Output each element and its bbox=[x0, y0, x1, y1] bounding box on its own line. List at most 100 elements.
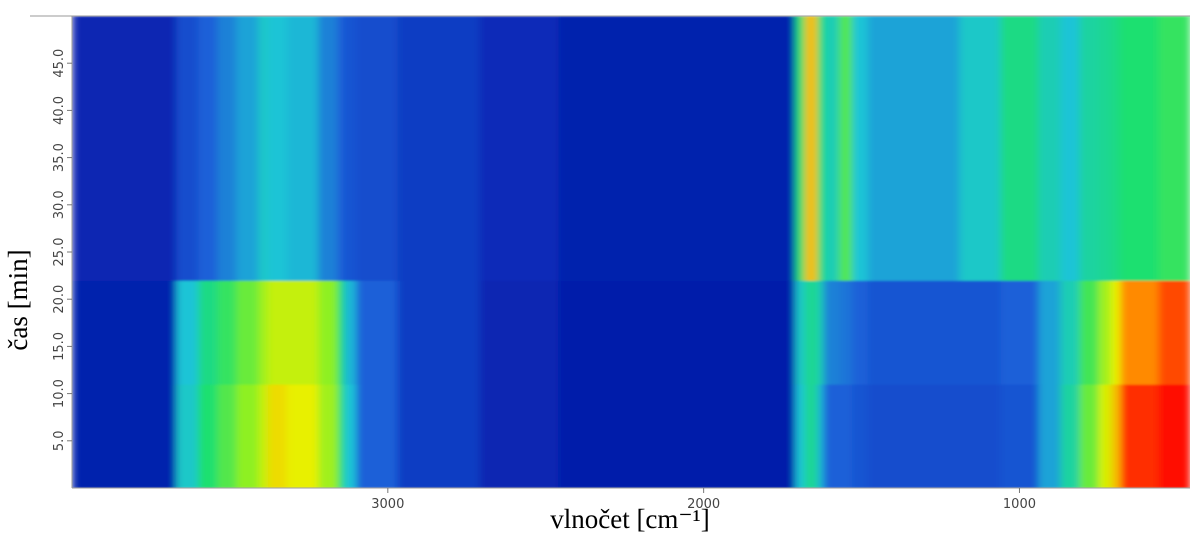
heatmap-cell bbox=[1111, 280, 1121, 384]
heatmap-cell bbox=[337, 16, 344, 281]
y-tick-label: 15.0 bbox=[52, 332, 67, 361]
heatmap-cell bbox=[397, 384, 480, 488]
heatmap-cell bbox=[1001, 280, 1039, 384]
heatmap-cell bbox=[795, 384, 805, 488]
heatmap-cell bbox=[479, 280, 558, 384]
heatmap-cell bbox=[1121, 280, 1159, 384]
heatmap-cell bbox=[1061, 384, 1080, 488]
heatmap-cell bbox=[198, 16, 217, 281]
heatmap-cell bbox=[344, 384, 357, 488]
heatmap-cell bbox=[479, 16, 558, 281]
heatmap-cell bbox=[1079, 384, 1098, 488]
heatmap-cell bbox=[868, 280, 960, 384]
heatmap-cell bbox=[236, 16, 259, 281]
x-tick-label: 3000 bbox=[371, 497, 404, 512]
heatmap-cell bbox=[217, 384, 236, 488]
heatmap-cell bbox=[1038, 384, 1061, 488]
heatmap-cell bbox=[72, 16, 177, 281]
heatmap-cell bbox=[356, 16, 398, 281]
heatmap-cell bbox=[337, 280, 344, 384]
heatmap-cell bbox=[1111, 16, 1121, 281]
heatmap-cell bbox=[176, 384, 199, 488]
heatmap-cell bbox=[217, 280, 236, 384]
heatmap-cell bbox=[1098, 16, 1111, 281]
heatmap-cell bbox=[287, 280, 319, 384]
heatmap-cell bbox=[817, 384, 824, 488]
heatmap-cell bbox=[72, 280, 177, 384]
heatmap-cell bbox=[1061, 16, 1080, 281]
heatmap-cell bbox=[258, 280, 268, 384]
heatmap-cell bbox=[1098, 384, 1111, 488]
heatmap-cell bbox=[356, 384, 398, 488]
heatmap-cell bbox=[268, 280, 287, 384]
heatmap-cell bbox=[318, 280, 337, 384]
heatmap-cell bbox=[176, 280, 199, 384]
x-axis-title: vlnočet [cm⁻¹] bbox=[550, 504, 710, 534]
heatmap-cell bbox=[236, 384, 259, 488]
heatmap-cell bbox=[959, 16, 1001, 281]
heatmap-cell bbox=[558, 16, 795, 281]
heatmap-cell bbox=[176, 16, 199, 281]
heatmap-cell bbox=[1079, 280, 1098, 384]
heatmap-cell bbox=[1158, 280, 1190, 384]
heatmap-cell bbox=[318, 16, 337, 281]
heatmap-cell bbox=[805, 16, 818, 281]
heatmap-cell bbox=[268, 16, 287, 281]
x-tick-label: 1000 bbox=[1003, 497, 1036, 512]
heatmap-cell bbox=[959, 384, 1001, 488]
heatmap-cell bbox=[817, 16, 824, 281]
heatmap-cell bbox=[1158, 384, 1190, 488]
heatmap-cell bbox=[236, 280, 259, 384]
heatmap-cell bbox=[795, 16, 805, 281]
heatmap-cell bbox=[337, 384, 344, 488]
plot-area bbox=[72, 16, 1191, 489]
heatmap-cell bbox=[852, 384, 868, 488]
heatmap-cell bbox=[558, 384, 795, 488]
heatmap-cell bbox=[824, 16, 840, 281]
heatmap-cell bbox=[287, 384, 319, 488]
y-tick-label: 10.0 bbox=[52, 379, 67, 408]
heatmap-cell bbox=[1121, 16, 1159, 281]
heatmap-cell bbox=[1098, 280, 1111, 384]
heatmap-cell bbox=[397, 280, 480, 384]
heatmap-cells bbox=[72, 16, 1191, 489]
heatmap-cell bbox=[217, 16, 236, 281]
heatmap-cell bbox=[356, 280, 398, 384]
y-tick-label: 35.0 bbox=[52, 143, 67, 172]
heatmap-cell bbox=[287, 16, 319, 281]
heatmap-cell bbox=[1001, 16, 1039, 281]
heatmap-cell bbox=[817, 280, 824, 384]
heatmap-cell bbox=[198, 280, 217, 384]
heatmap-cell bbox=[868, 16, 960, 281]
y-tick-label: 30.0 bbox=[52, 190, 67, 219]
heatmap-cell bbox=[1038, 280, 1061, 384]
y-tick-label: 45.0 bbox=[52, 49, 67, 78]
heatmap-cell bbox=[72, 384, 177, 488]
heatmap-cell bbox=[839, 16, 852, 281]
heatmap-cell bbox=[479, 384, 558, 488]
heatmap-cell bbox=[344, 280, 357, 384]
x-tick-label: 2000 bbox=[687, 497, 720, 512]
heatmap-cell bbox=[258, 16, 268, 281]
heatmap-cell bbox=[1061, 280, 1080, 384]
heatmap-cell bbox=[824, 280, 840, 384]
heatmap-cell bbox=[198, 384, 217, 488]
heatmap-cell bbox=[1111, 384, 1121, 488]
heatmap-cell bbox=[795, 280, 805, 384]
heatmap-cell bbox=[258, 384, 268, 488]
heatmap-cell bbox=[839, 280, 852, 384]
heatmap-cell bbox=[1001, 384, 1039, 488]
heatmap-cell bbox=[268, 384, 287, 488]
heatmap-cell bbox=[839, 384, 852, 488]
heatmap-cell bbox=[852, 16, 868, 281]
heatmap-cell bbox=[805, 384, 818, 488]
y-axis-title: čas [min] bbox=[3, 249, 33, 350]
y-tick-label: 20.0 bbox=[52, 285, 67, 314]
heatmap-cell bbox=[1158, 16, 1190, 281]
heatmap-cell bbox=[1121, 384, 1159, 488]
heatmap-cell bbox=[805, 280, 818, 384]
heatmap-cell bbox=[344, 16, 357, 281]
heatmap-cell bbox=[852, 280, 868, 384]
heatmap-cell bbox=[959, 280, 1001, 384]
